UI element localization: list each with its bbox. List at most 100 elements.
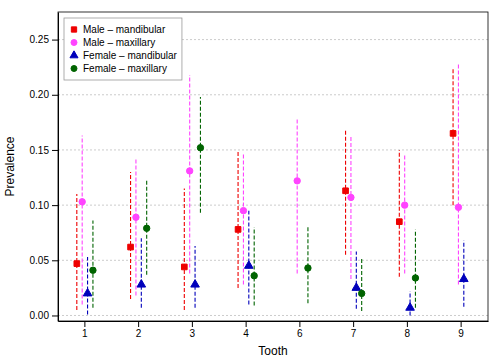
- legend-item: Female – mandibular: [70, 50, 178, 61]
- y-tick-label: 0.20: [30, 89, 50, 100]
- ci-line: [254, 227, 255, 305]
- y-axis-title: Prevalence: [3, 136, 17, 196]
- x-tick-label: 6: [297, 328, 303, 339]
- point: [191, 280, 200, 287]
- legend-label: Female – mandibular: [83, 50, 178, 61]
- x-tick: 2: [136, 321, 142, 339]
- legend-box: [64, 18, 182, 80]
- grid: [58, 40, 488, 316]
- point: [181, 264, 187, 270]
- point: [251, 273, 257, 279]
- x-tick-mark: [407, 321, 408, 327]
- point: [133, 214, 139, 220]
- point: [305, 265, 311, 271]
- grid-line: [58, 149, 488, 150]
- grid-line: [58, 205, 488, 206]
- ci-line: [350, 137, 351, 279]
- x-tick-mark: [353, 321, 354, 327]
- x-tick: 7: [351, 321, 357, 339]
- marks: [74, 64, 468, 316]
- x-axis: 1 2 3 4 6 7 8 9: [59, 321, 489, 339]
- ci-line: [82, 136, 83, 305]
- y-tick-label: 0.00: [30, 310, 50, 321]
- point: [455, 204, 461, 210]
- point: [294, 178, 300, 184]
- x-tick-mark: [461, 321, 462, 327]
- point: [343, 188, 349, 194]
- y-tick-mark: [52, 205, 58, 206]
- ci-line: [200, 97, 201, 213]
- plot: 0.00 0.05 0.10 0.15 0.20 0.25 1 2 3 4 6 7 8 9 Male – m…: [30, 12, 489, 339]
- chart: 0.00 0.05 0.10 0.15 0.20 0.25 1 2 3 4 6 7 8 9 Male – m…: [0, 0, 500, 363]
- ci-line: [404, 154, 405, 273]
- ci-line: [195, 246, 196, 308]
- point: [128, 244, 134, 250]
- point: [396, 219, 402, 225]
- y-tick-mark: [52, 40, 58, 41]
- grid-line: [58, 94, 488, 95]
- series: [79, 64, 462, 305]
- y-tick-label: 0.10: [30, 200, 50, 211]
- y-tick: 0.00: [30, 310, 58, 321]
- ci-line: [297, 119, 298, 274]
- x-tick: 9: [458, 321, 464, 339]
- point: [197, 145, 203, 151]
- y-tick: 0.20: [30, 89, 58, 100]
- y-tick-mark: [52, 315, 58, 316]
- point: [137, 280, 146, 287]
- legend: Male – mandibular Male – maxillary Female …: [64, 18, 182, 80]
- x-tick-label: 1: [82, 328, 88, 339]
- point: [90, 267, 96, 273]
- ci-line: [141, 238, 142, 308]
- point: [401, 202, 407, 208]
- point: [235, 227, 241, 233]
- ci-line: [92, 221, 93, 308]
- point: [450, 131, 456, 137]
- ci-line: [87, 257, 88, 314]
- x-tick-label: 2: [136, 328, 142, 339]
- legend-item: Male – mandibular: [71, 24, 166, 35]
- x-tick-mark: [192, 321, 193, 327]
- point: [245, 261, 254, 268]
- point: [406, 303, 415, 310]
- point: [358, 290, 364, 296]
- point: [240, 207, 246, 213]
- y-tick-label: 0.25: [30, 34, 50, 45]
- x-tick-mark: [84, 321, 85, 327]
- y-tick: 0.15: [30, 145, 58, 156]
- y-tick-mark: [52, 95, 58, 96]
- series: [83, 211, 468, 316]
- legend-item: Female – maxillary: [71, 63, 167, 74]
- point: [74, 261, 80, 267]
- ci-line: [356, 251, 357, 308]
- x-tick-label: 7: [351, 328, 357, 339]
- x-tick: 3: [190, 321, 196, 339]
- ci-line: [415, 229, 416, 307]
- x-tick-label: 9: [458, 328, 464, 339]
- grid-line: [58, 315, 488, 316]
- point: [83, 288, 92, 295]
- y-axis: 0.00 0.05 0.10 0.15 0.20 0.25: [30, 13, 59, 322]
- ci-line: [248, 211, 249, 305]
- y-tick: 0.10: [30, 200, 58, 211]
- ci-line: [76, 194, 77, 310]
- ci-line: [458, 64, 459, 285]
- x-tick: 1: [82, 321, 88, 339]
- ci-line: [135, 158, 136, 296]
- series: [90, 97, 419, 311]
- x-axis-line: [59, 321, 489, 322]
- legend-swatch: [71, 27, 76, 32]
- legend-label: Male – maxillary: [83, 37, 155, 48]
- series: [74, 67, 456, 310]
- x-tick: 8: [405, 321, 411, 339]
- plot-frame: [58, 12, 488, 321]
- point: [79, 199, 85, 205]
- y-tick-mark: [52, 260, 58, 261]
- point: [412, 275, 418, 281]
- y-axis-line: [58, 13, 59, 322]
- y-tick-label: 0.05: [30, 255, 50, 266]
- ci-line: [184, 189, 185, 310]
- point: [186, 168, 192, 174]
- x-tick: 4: [243, 321, 249, 339]
- x-tick-mark: [246, 321, 247, 327]
